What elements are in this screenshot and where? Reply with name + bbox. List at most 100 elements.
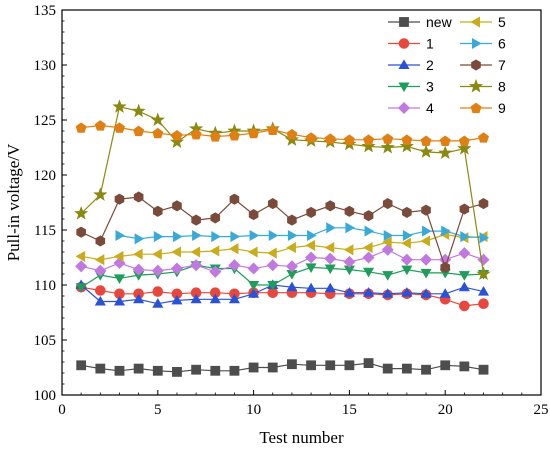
y-tick-label: 120 (34, 168, 57, 184)
data-point (363, 267, 375, 278)
series-line (81, 124, 484, 142)
data-point (361, 138, 376, 153)
data-point (228, 130, 240, 141)
data-point (133, 293, 145, 304)
plot-layer (74, 99, 491, 377)
y-tick-label: 115 (34, 223, 56, 239)
legend-marker (471, 59, 481, 71)
data-point (134, 233, 145, 245)
legend-marker (398, 38, 410, 49)
data-point (343, 255, 356, 268)
data-point (401, 237, 411, 249)
data-point (266, 259, 279, 272)
data-point (382, 288, 394, 298)
data-point (402, 206, 412, 218)
data-point (191, 364, 202, 375)
data-point (209, 293, 221, 304)
data-point (305, 251, 318, 264)
legend-marker (398, 82, 410, 93)
data-point (344, 360, 355, 371)
data-point (190, 259, 203, 272)
data-point (172, 231, 183, 243)
data-point (306, 206, 316, 218)
legend-label: 2 (426, 57, 434, 73)
data-point (477, 285, 490, 296)
data-point (74, 206, 89, 220)
data-point (286, 128, 298, 140)
data-point (364, 225, 375, 237)
data-point (477, 253, 490, 266)
data-point (382, 133, 394, 144)
data-point (324, 252, 337, 265)
series-2 (75, 279, 490, 308)
data-point (210, 212, 221, 224)
data-point (113, 122, 125, 133)
data-point (343, 287, 355, 297)
data-point (190, 246, 201, 258)
data-point (75, 250, 86, 262)
data-point (267, 198, 278, 210)
data-point (75, 260, 88, 273)
legend-label: 4 (426, 100, 434, 116)
data-point (247, 246, 258, 258)
data-point (211, 231, 221, 243)
data-point (209, 131, 221, 142)
data-point (457, 141, 472, 155)
y-axis-title: Pull-in voltage/V (4, 143, 23, 261)
legend-label: 8 (498, 79, 506, 95)
data-point (249, 229, 260, 242)
data-point (324, 133, 336, 144)
data-point (75, 283, 87, 293)
data-point (172, 200, 182, 212)
data-point (285, 260, 298, 273)
data-point (171, 246, 181, 258)
data-point (362, 242, 373, 254)
data-point (153, 231, 164, 243)
data-point (95, 363, 106, 374)
series-4 (75, 243, 490, 278)
data-point (439, 135, 451, 146)
data-point (305, 263, 317, 274)
data-point (343, 244, 354, 256)
data-point (305, 239, 316, 251)
data-point (401, 363, 412, 374)
data-point (131, 103, 146, 118)
data-point (440, 360, 451, 371)
data-point (458, 271, 470, 281)
data-point (171, 294, 183, 305)
data-point (441, 225, 451, 237)
legend-marker (397, 101, 411, 115)
data-point (229, 193, 240, 205)
legend-label: new (426, 14, 453, 30)
data-point (324, 282, 336, 293)
series-5 (75, 228, 488, 266)
data-point (190, 128, 202, 140)
x-tick-label: 15 (342, 402, 357, 418)
data-point (478, 198, 489, 210)
data-point (478, 132, 490, 143)
data-point (228, 293, 240, 304)
data-point (170, 262, 183, 275)
data-point (344, 205, 355, 217)
data-point (94, 264, 107, 277)
data-point (421, 204, 431, 216)
data-point (268, 229, 279, 242)
data-point (94, 254, 105, 266)
data-point (94, 120, 106, 131)
data-point (326, 222, 336, 234)
series-line (80, 106, 485, 275)
data-point (399, 138, 414, 153)
data-point (151, 264, 164, 277)
y-tick-label: 130 (34, 58, 57, 74)
data-point (115, 229, 126, 242)
data-point (93, 187, 108, 201)
series-6 (115, 222, 490, 245)
data-point (382, 198, 393, 210)
legend-item: 8 (460, 79, 506, 95)
data-point (343, 134, 355, 145)
data-point (209, 265, 222, 278)
series-3 (75, 261, 490, 293)
data-point (248, 127, 260, 139)
legend-item: 6 (460, 36, 506, 52)
data-point (287, 359, 297, 370)
